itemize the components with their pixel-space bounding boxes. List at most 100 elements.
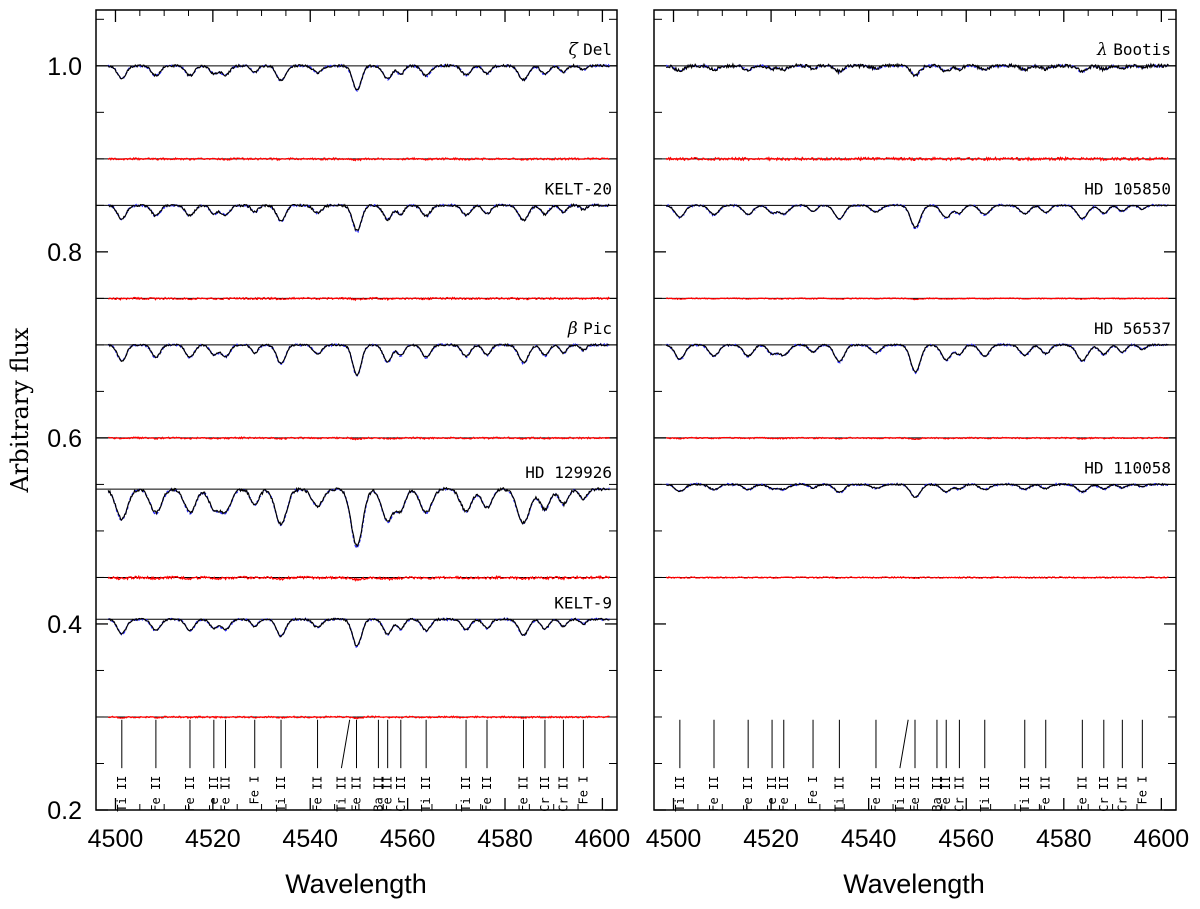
residual-line — [107, 715, 610, 720]
x-tick-label: 4560 — [938, 825, 994, 853]
star-label-name: Bootis — [1113, 40, 1171, 59]
line-id-label: Fe I — [248, 776, 262, 805]
line-id-label: Fe II — [741, 776, 755, 812]
x-tick-label: 4600 — [575, 825, 631, 853]
line-id-label: Fe II — [1039, 776, 1053, 812]
line-id-label: Fe II — [310, 776, 324, 812]
star-label-name: Del — [583, 40, 612, 59]
observed-spectrum-line — [665, 343, 1169, 373]
observed-spectrum-line — [108, 342, 610, 377]
residual-line — [107, 156, 610, 162]
star-label: λ Bootis — [1096, 40, 1171, 60]
line-id-label: Ba II — [930, 776, 944, 812]
line-id-label: Fe II — [1075, 776, 1089, 812]
line-id-label: Cr II — [1115, 776, 1129, 812]
line-id-label: Ti II — [673, 776, 687, 812]
observed-spectrum-line — [665, 204, 1169, 229]
line-id-label: Fe II — [218, 776, 232, 812]
star-label-greek: λ — [1096, 40, 1113, 60]
line-id-label: Ti II — [1018, 776, 1032, 812]
x-tick-label: 4580 — [477, 825, 533, 853]
residual-line — [665, 297, 1169, 301]
x-tick-label: 4560 — [380, 825, 436, 853]
y-tick-label: 1.0 — [47, 53, 82, 81]
line-id-label: Cr II — [538, 776, 552, 812]
panel-left: 4500 4520 4540 4560 4580 4600 0.2 0.4 0.6 0.8 1.0 ζ… — [47, 9, 631, 853]
line-id-label: Ti II — [419, 776, 433, 812]
y-tick-label: 0.8 — [47, 239, 82, 267]
star-label: β Pic — [567, 319, 612, 339]
plot-frame — [653, 9, 1177, 811]
line-id-label: Fe II — [908, 776, 922, 812]
line-id-label: Fe I — [1135, 776, 1149, 805]
star-label-greek: ζ — [568, 40, 583, 60]
residual-line — [108, 436, 610, 441]
line-id-label: Fe I — [576, 776, 590, 805]
y-tick-label: 0.4 — [47, 611, 82, 639]
line-id-label: Fe II — [349, 776, 363, 812]
x-tick-label: 4500 — [88, 825, 144, 853]
star-label: HD 129926 — [525, 463, 612, 482]
panel-right: 4500 4520 4540 4560 4580 4600 λ Bootis HD 10585… — [646, 9, 1190, 853]
line-id-label: Cr II — [556, 776, 570, 812]
line-id-label: Fe II — [765, 776, 779, 812]
star-label: HD 105850 — [1084, 179, 1171, 198]
residual-line — [666, 436, 1169, 441]
plot-frame — [95, 9, 618, 811]
line-id-marker — [340, 719, 351, 769]
observed-spectrum-line — [107, 486, 610, 548]
line-id-label: Fe II — [777, 776, 791, 812]
star-label: HD 56537 — [1094, 319, 1171, 338]
line-id-label: Fe II — [516, 776, 530, 812]
x-tick-label: 4600 — [1134, 825, 1190, 853]
line-id-label: Cr II — [394, 776, 408, 812]
line-id-label: Ti II — [274, 776, 288, 812]
x-axis-label-right: Wavelength — [843, 869, 985, 899]
line-id-label: Cr II — [952, 776, 966, 812]
model-spectrum-line — [107, 487, 610, 550]
x-axis-label-left: Wavelength — [285, 869, 427, 899]
y-tick-label: 0.2 — [47, 797, 82, 825]
line-id-label: Fe II — [207, 776, 221, 812]
line-id-label: Ti II — [459, 776, 473, 812]
observed-spectrum-line — [107, 617, 610, 647]
line-id-label: Fe II — [707, 776, 721, 812]
line-id-label: Fe II — [183, 776, 197, 812]
observed-spectrum-line — [107, 202, 610, 232]
line-id-label: Ti II — [832, 776, 846, 812]
line-id-label: Ti II — [334, 776, 348, 812]
observed-spectrum-line — [107, 63, 610, 91]
line-id-label: Cr II — [1097, 776, 1111, 812]
x-tick-label: 4540 — [282, 825, 338, 853]
line-id-label: Fe II — [149, 776, 163, 812]
x-tick-label: 4580 — [1036, 825, 1092, 853]
residual-line — [108, 296, 611, 302]
star-label: KELT-9 — [554, 593, 612, 612]
x-tick-label: 4520 — [185, 825, 241, 853]
line-id-label: Fe II — [381, 776, 395, 812]
line-id-label: Fe II — [869, 776, 883, 812]
x-tick-label: 4500 — [646, 825, 702, 853]
line-id-label: Ti II — [893, 776, 907, 812]
star-label-name: Pic — [583, 319, 612, 338]
star-label: HD 110058 — [1084, 458, 1171, 477]
x-tick-label: 4540 — [841, 825, 897, 853]
line-id-label: Fe II — [939, 776, 953, 812]
line-id-label: Ti II — [978, 776, 992, 812]
y-tick-label: 0.6 — [47, 425, 82, 453]
star-label: KELT-20 — [545, 179, 612, 198]
residual-line — [107, 574, 611, 582]
x-tick-label: 4520 — [743, 825, 799, 853]
observed-spectrum-line — [666, 482, 1169, 499]
star-label-greek: β — [567, 319, 583, 339]
line-id-marker — [899, 719, 909, 769]
line-id-label: Fe II — [480, 776, 494, 812]
residual-line — [665, 156, 1170, 162]
star-label: ζ Del — [568, 40, 612, 60]
residual-line — [665, 575, 1169, 580]
observed-spectrum-line — [666, 62, 1169, 78]
line-id-label: Ti II — [115, 776, 129, 812]
line-id-label: Fe I — [806, 776, 820, 805]
